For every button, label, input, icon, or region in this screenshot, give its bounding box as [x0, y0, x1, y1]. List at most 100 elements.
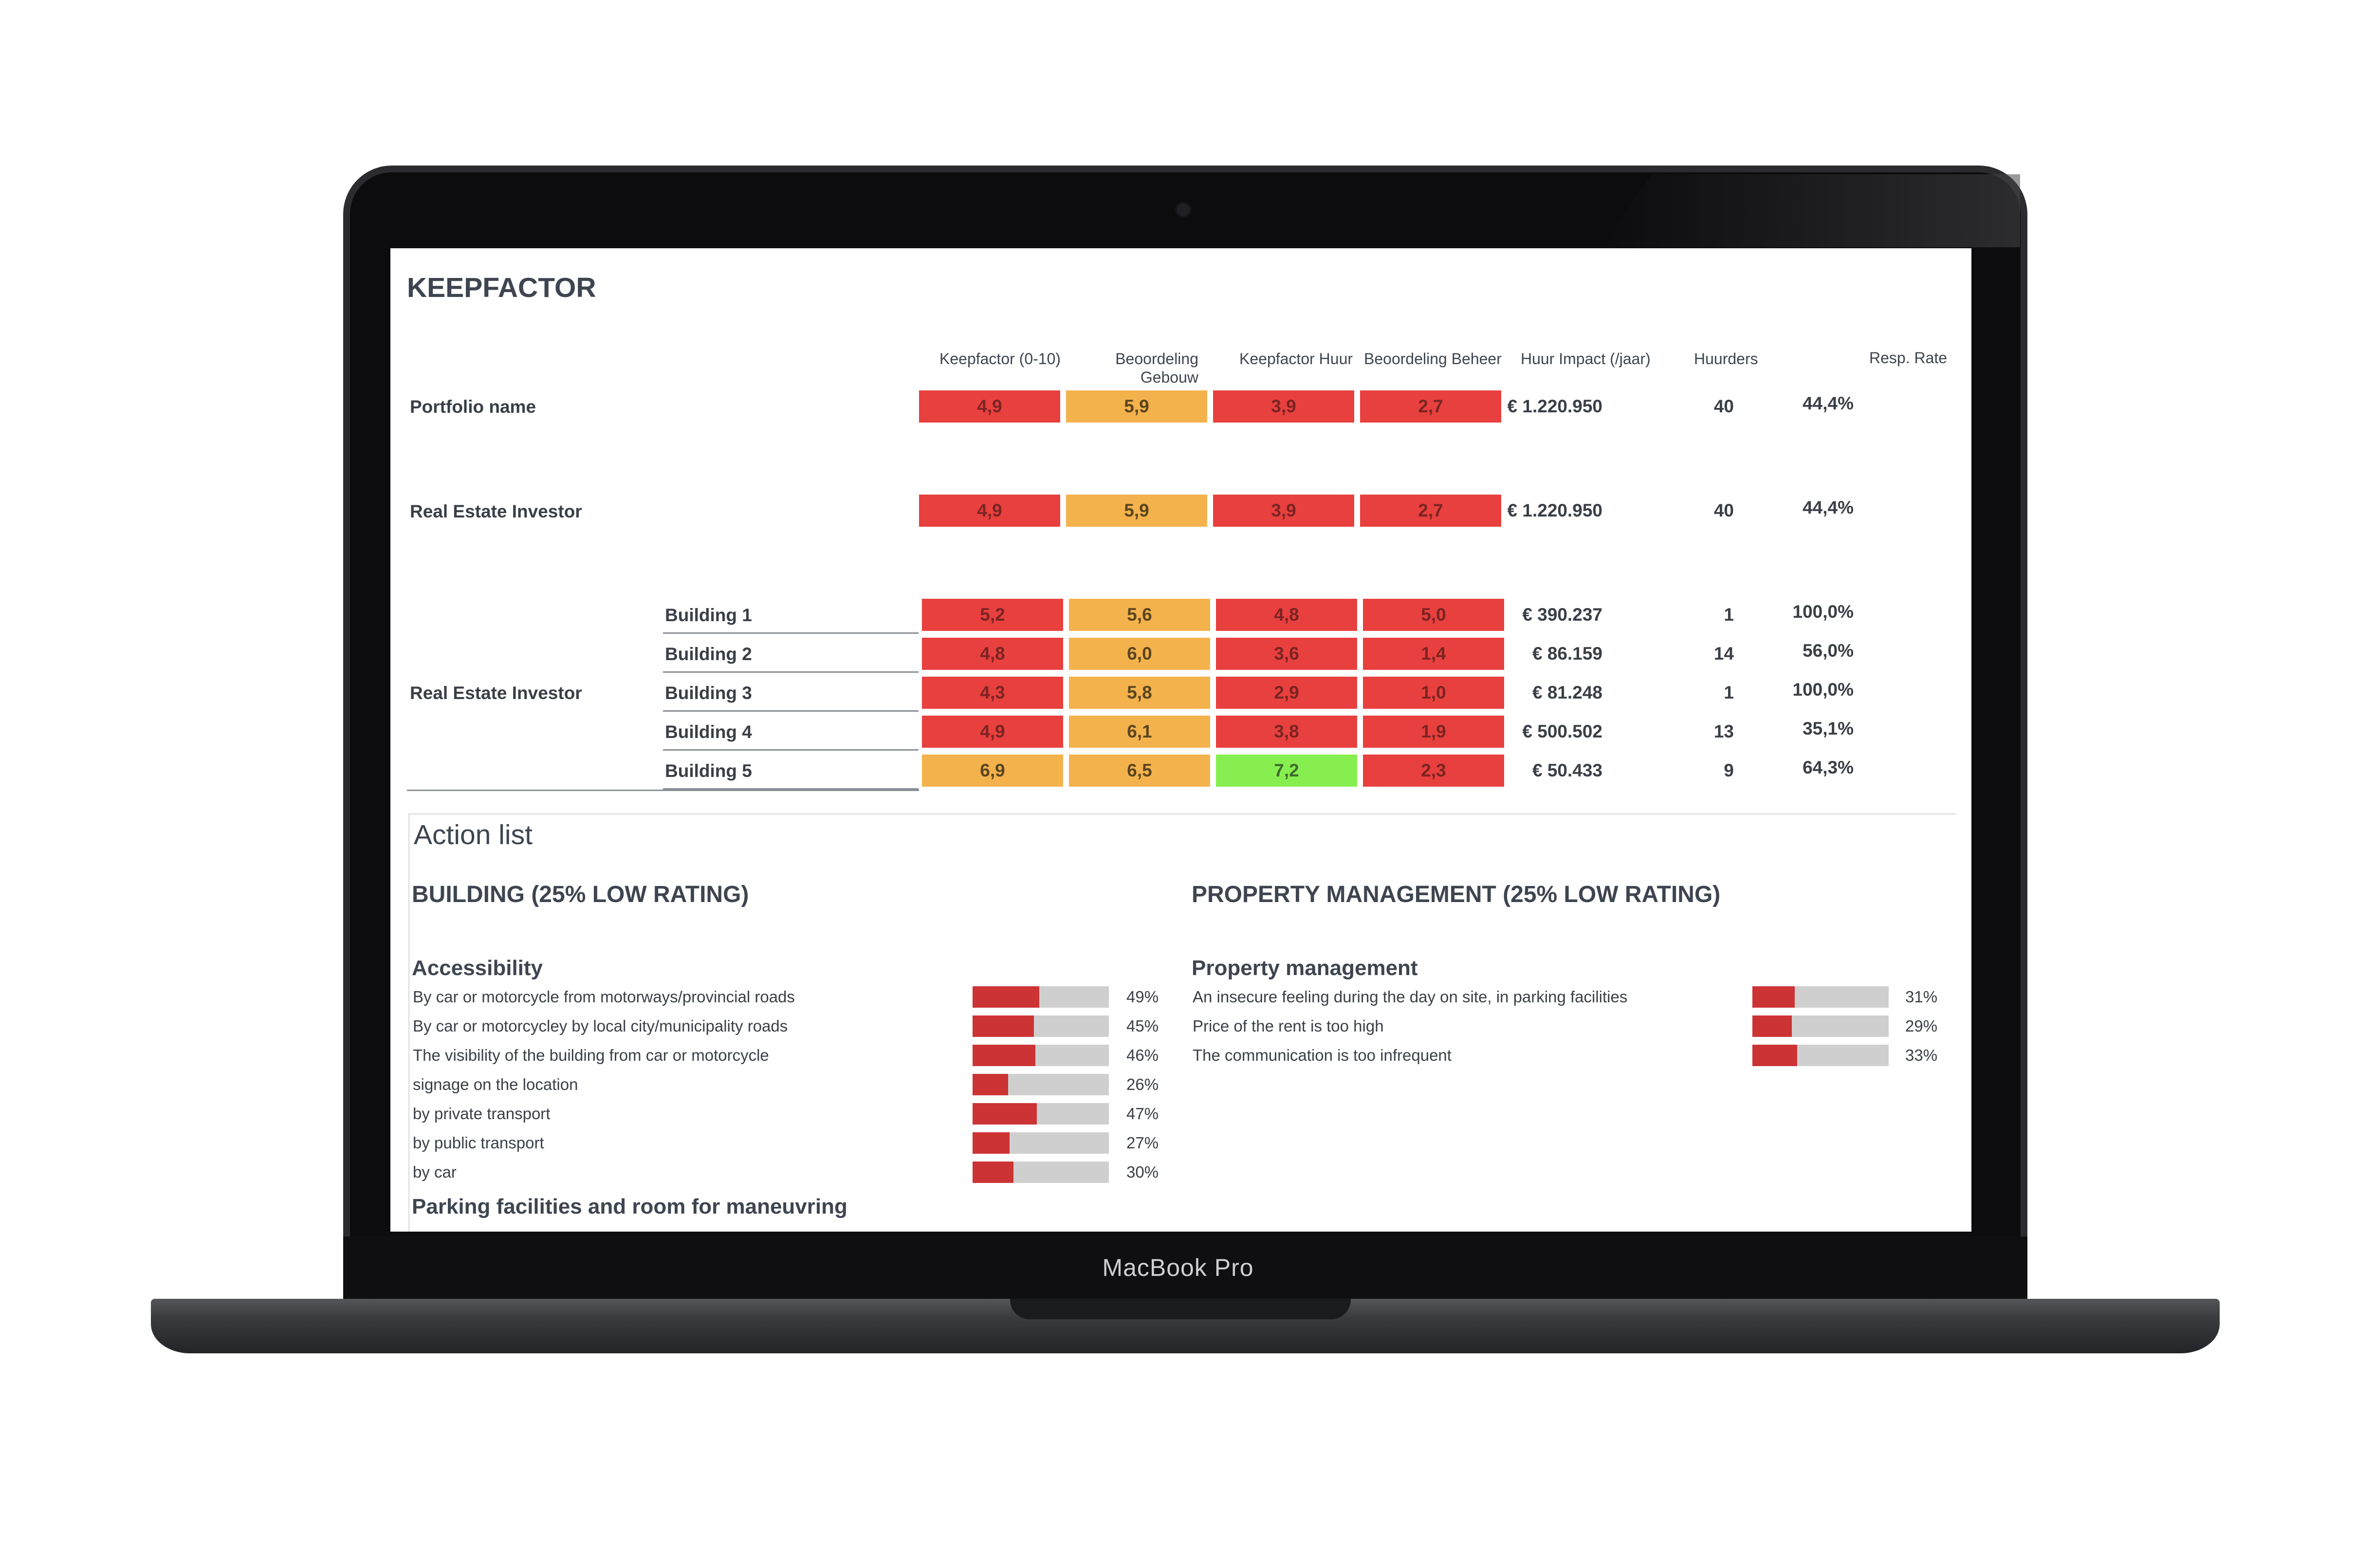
rating-bar-fill [973, 1045, 1035, 1066]
col-keepfactor: Keepfactor (0-10) [939, 350, 1061, 368]
huurders-value: 1 [1724, 605, 1734, 625]
score-cell: 5,2 [922, 599, 1063, 631]
action-item-label: The visibility of the building from car … [413, 1046, 769, 1064]
score-cell: 2,9 [1216, 677, 1357, 709]
screen-glare [1601, 174, 2020, 247]
action-list-title: Action list [414, 819, 533, 850]
huurders-value: 1 [1724, 683, 1734, 702]
score-cell: 2,7 [1360, 390, 1501, 423]
page-title: KEEPFACTOR [407, 272, 596, 303]
col-keepfactor-huur: Keepfactor Huur [1239, 350, 1353, 368]
resp-rate-value: 44,4% [1803, 393, 1854, 413]
action-item-label: An insecure feeling during the day on si… [1193, 988, 1628, 1006]
huur-impact-value: € 390.237 [1522, 605, 1602, 625]
score-cell: 3,6 [1216, 638, 1357, 670]
report-screen: KEEPFACTOR Keepfactor (0-10) Beoordeling… [390, 248, 1971, 1232]
score-cell: 4,8 [1216, 599, 1357, 631]
resp-rate-value: 100,0% [1792, 680, 1854, 700]
score-cell: 7,2 [1216, 755, 1357, 787]
action-item-label: The communication is too infrequent [1193, 1046, 1452, 1064]
rating-bar-fill [973, 1132, 1010, 1154]
col-beoordeling-beheer: Beoordeling Beheer [1364, 350, 1502, 368]
action-item-label: by private transport [413, 1105, 551, 1123]
building-label[interactable]: Building 5 [663, 753, 919, 790]
rating-bar [973, 1015, 1109, 1037]
action-item-label: By car or motorcycle from motorways/prov… [413, 988, 795, 1006]
rating-bar [1752, 1015, 1889, 1037]
device-brand: MacBook Pro [1102, 1254, 1254, 1281]
score-cell: 4,9 [919, 495, 1060, 527]
group-accessibility: Accessibility [412, 956, 543, 980]
action-section-top-border [408, 813, 1956, 815]
score-cell: 3,9 [1213, 495, 1354, 527]
score-cell: 5,6 [1069, 599, 1210, 631]
action-item-label: by public transport [413, 1134, 544, 1152]
huur-impact-value: € 50.433 [1532, 760, 1602, 780]
rating-bar [1752, 986, 1889, 1008]
col-huurders: Huurders [1694, 350, 1758, 368]
building-label[interactable]: Building 1 [663, 597, 919, 634]
score-cell: 1,0 [1363, 677, 1504, 709]
huur-impact-value: € 1.220.950 [1507, 396, 1602, 416]
score-cell: 6,5 [1069, 755, 1210, 787]
action-section-left-border [408, 813, 410, 1232]
rating-bar-fill [1752, 986, 1795, 1008]
huur-impact-value: € 86.159 [1532, 644, 1602, 664]
rating-percent: 29% [1905, 1017, 1938, 1035]
action-item-label: by car [413, 1163, 457, 1181]
action-item-label: By car or motorcycley by local city/muni… [413, 1017, 788, 1035]
group-divider [407, 790, 919, 791]
rating-bar-fill [973, 1015, 1034, 1037]
score-cell: 3,9 [1213, 390, 1354, 423]
group-parking: Parking facilities and room for maneuvri… [412, 1195, 847, 1218]
management-heading: PROPERTY MANAGEMENT (25% LOW RATING) [1192, 882, 1721, 907]
resp-rate-value: 64,3% [1803, 757, 1854, 777]
action-item-label: signage on the location [413, 1075, 578, 1093]
building-label[interactable]: Building 3 [663, 675, 919, 712]
rating-bar [973, 1162, 1109, 1183]
resp-rate-value: 44,4% [1803, 498, 1854, 517]
huur-impact-value: € 1.220.950 [1507, 500, 1602, 520]
laptop-notch [1010, 1299, 1351, 1319]
score-cell: 5,0 [1363, 599, 1504, 631]
col-beoordeling-gebouw: Beoordeling Gebouw [1101, 350, 1198, 387]
col-huur-impact: Huur Impact (/jaar) [1521, 350, 1651, 368]
camera-icon [1175, 202, 1192, 218]
building-heading: BUILDING (25% LOW RATING) [412, 882, 749, 907]
row-label-investor: Real Estate Investor [410, 501, 582, 521]
building-label[interactable]: Building 2 [663, 636, 919, 673]
huurders-value: 40 [1713, 500, 1734, 520]
laptop-chin [343, 1236, 2027, 1300]
score-cell: 6,9 [922, 755, 1063, 787]
row-label-portfolio: Portfolio name [410, 397, 536, 417]
huur-impact-value: € 500.502 [1522, 721, 1602, 741]
rating-bar-fill [973, 1103, 1037, 1125]
group-property-management: Property management [1192, 956, 1418, 980]
rating-bar-fill [1752, 1045, 1797, 1066]
rating-bar-fill [973, 1074, 1008, 1095]
col-resp-rate: Resp. Rate [1869, 349, 1948, 367]
action-item-label: Price of the rent is too high [1193, 1017, 1384, 1035]
rating-percent: 47% [1126, 1105, 1159, 1123]
score-cell: 2,7 [1360, 495, 1501, 527]
rating-percent: 26% [1126, 1075, 1159, 1093]
score-cell: 4,9 [919, 390, 1060, 423]
resp-rate-value: 100,0% [1792, 602, 1854, 622]
building-label[interactable]: Building 4 [663, 714, 919, 751]
huurders-value: 40 [1713, 396, 1734, 416]
rating-percent: 31% [1905, 988, 1938, 1006]
score-cell: 5,9 [1066, 390, 1207, 423]
rating-percent: 46% [1126, 1046, 1159, 1064]
score-cell: 1,4 [1363, 638, 1504, 670]
resp-rate-value: 56,0% [1803, 641, 1854, 661]
rating-bar [973, 1103, 1109, 1125]
rating-bar-fill [1752, 1015, 1792, 1037]
score-cell: 5,8 [1069, 677, 1210, 709]
rating-bar [1752, 1045, 1889, 1066]
score-cell: 2,3 [1363, 755, 1504, 787]
rating-percent: 30% [1126, 1163, 1159, 1181]
huurders-value: 13 [1713, 721, 1734, 741]
score-cell: 4,8 [922, 638, 1063, 670]
score-cell: 6,0 [1069, 638, 1210, 670]
col-beoordeling-gebouw-line: Beoordeling [1115, 350, 1198, 368]
